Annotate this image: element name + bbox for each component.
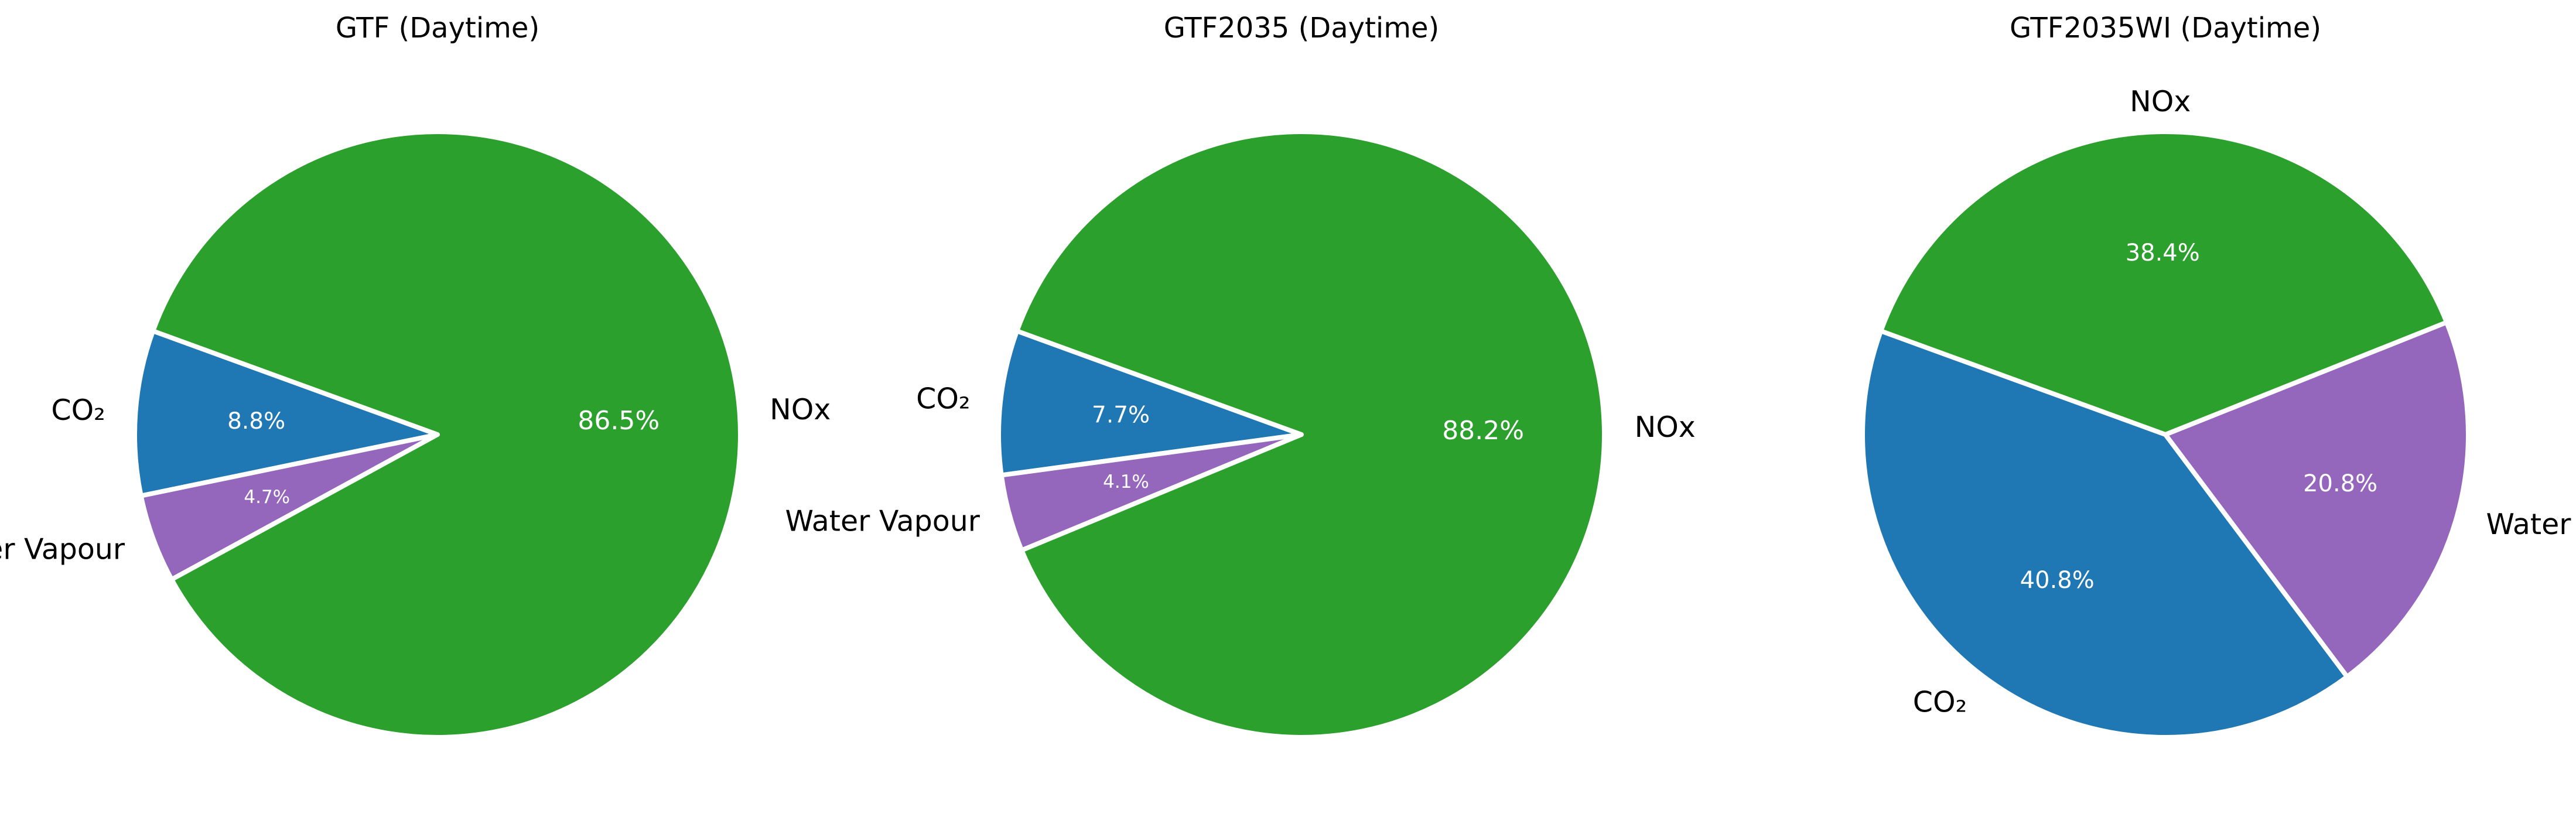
slice-percentage-label: 8.8% (227, 408, 285, 435)
slice-category-label: Water Vapour (785, 505, 980, 538)
pie-chart-gtf2035wi: 40.8% CO₂ 20.8% Water Vapour 38.4% NOx GTF2035… (1860, 12, 2576, 740)
slice-category-label: NOx (770, 393, 831, 426)
slice-category-label: Water Vapour (0, 532, 125, 566)
chart-title: GTF2035 (Daytime) (1164, 12, 1440, 45)
slice-category-label: CO₂ (916, 382, 970, 416)
chart-title: GTF (Daytime) (336, 12, 539, 45)
pie-slice-nox (1878, 129, 2449, 437)
pie-slice-co2 (132, 329, 440, 498)
pie-chart-gtf2035: 7.7% CO₂ 4.1% Water Vapour 88.2% NOx GTF2035 (… (785, 12, 1696, 740)
slice-percentage-label: 4.7% (244, 487, 290, 508)
chart-title: GTF2035WI (Daytime) (2010, 12, 2321, 45)
pie-slice-co2 (996, 329, 1304, 478)
slice-percentage-label: 4.1% (1103, 471, 1149, 493)
slice-category-label: NOx (2130, 85, 2191, 118)
slice-percentage-label: 7.7% (1092, 402, 1150, 428)
slice-category-label: Water Vapour (2486, 508, 2576, 541)
slice-percentage-label: 20.8% (2303, 470, 2377, 497)
slice-category-label: CO₂ (1913, 685, 1967, 719)
pie-chart-gtf: 8.8% CO₂ 4.7% Water Vapour 86.5% NOx GTF (Dayt… (0, 12, 831, 740)
pie-slice-nox (1014, 129, 1607, 740)
slice-percentage-label: 38.4% (2126, 240, 2200, 266)
slice-category-label: CO₂ (51, 394, 105, 427)
slice-percentage-label: 40.8% (2020, 567, 2095, 594)
pie-slice-co2 (1860, 329, 2350, 740)
slice-category-label: NOx (1635, 411, 1696, 444)
pie-slice-nox (151, 129, 743, 740)
slice-percentage-label: 88.2% (1442, 416, 1524, 446)
pie-slice-water-vapour (2163, 320, 2471, 679)
slice-percentage-label: 86.5% (578, 406, 660, 436)
